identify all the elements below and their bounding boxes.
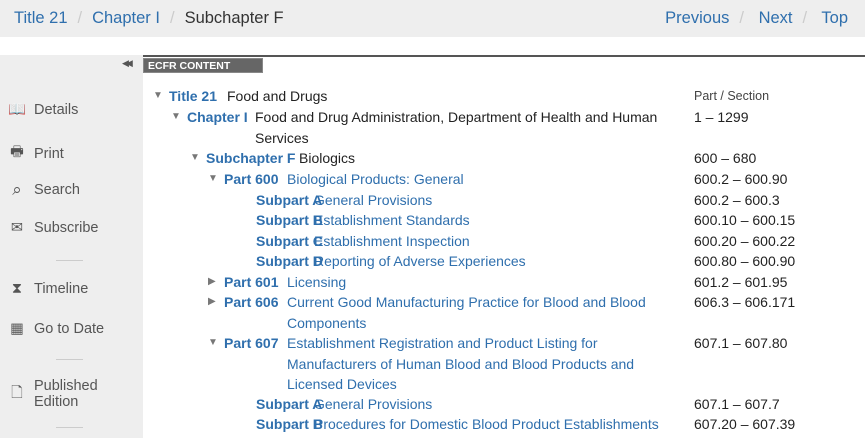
toc-description: Biologics: [299, 150, 356, 166]
toc-description[interactable]: General Provisions: [314, 396, 433, 412]
toc-range: 600.20 – 600.22: [694, 233, 796, 249]
nav-separator: /: [739, 9, 744, 27]
toc-range: 1 – 1299: [694, 109, 749, 125]
toc-label[interactable]: Subpart A: [256, 396, 323, 412]
range-header: Part / Section: [694, 89, 770, 103]
toc-label[interactable]: Subpart D: [256, 253, 323, 269]
toc-label[interactable]: Part 606: [224, 294, 279, 310]
expand-down-icon[interactable]: ▼: [153, 90, 163, 101]
toc-label[interactable]: Part 601: [224, 274, 279, 290]
toc-label[interactable]: Subpart C: [256, 233, 323, 249]
sidebar-divider: [56, 260, 83, 261]
toc-label[interactable]: Subchapter F: [206, 150, 296, 166]
sidebar-divider: [56, 427, 83, 428]
toc-description[interactable]: Licensing: [287, 274, 347, 290]
sidebar-divider: [56, 359, 83, 360]
toc-label[interactable]: Part 600: [224, 171, 279, 187]
toc-range: 600.2 – 600.3: [694, 192, 780, 208]
toc-range: 607.1 – 607.80: [694, 335, 788, 351]
toc-description[interactable]: Biological Products: General: [287, 171, 464, 187]
collapsed-right-icon[interactable]: ▶: [208, 296, 216, 307]
toc-description[interactable]: Procedures for Domestic Blood Product Es…: [314, 416, 659, 432]
sidebar-item-label: Published Edition: [34, 378, 98, 410]
sidebar-item-details[interactable]: 📖 Details: [7, 101, 79, 119]
book-icon: 📖: [7, 102, 27, 118]
toc-description[interactable]: Establishment Inspection: [314, 233, 470, 249]
sidebar-item-subscribe[interactable]: ✉ Subscribe: [7, 220, 99, 236]
toc-label[interactable]: Subpart B: [256, 416, 323, 432]
toc-description: Food and Drug Administration, Department…: [255, 109, 658, 146]
breadcrumb-chapter-i[interactable]: Chapter I: [92, 9, 160, 27]
sidebar-item-label: Go to Date: [34, 321, 105, 337]
breadcrumb-title-21[interactable]: Title 21: [14, 9, 68, 27]
expand-down-icon[interactable]: ▼: [171, 111, 181, 122]
toc-range: 606.3 – 606.171: [694, 294, 796, 310]
breadcrumb-current: Subchapter F: [184, 9, 284, 27]
toc-description[interactable]: Establishment Standards: [314, 212, 470, 228]
sidebar-item-print[interactable]: 🖶 Print: [7, 141, 64, 166]
toc-range: 607.1 – 607.7: [694, 396, 780, 412]
sidebar-item-label: Search: [34, 182, 80, 198]
page-nav: Previous / Next / Top: [665, 9, 848, 28]
breadcrumb-bar: Title 21 / Chapter I / Subchapter F Previo…: [0, 0, 865, 37]
hourglass-icon: ⧗: [11, 281, 23, 297]
breadcrumb-separator: /: [77, 9, 83, 27]
toc-range: 600.80 – 600.90: [694, 253, 796, 269]
toc-description[interactable]: General Provisions: [314, 192, 433, 208]
expand-down-icon[interactable]: ▼: [208, 337, 218, 348]
ecfr-content: ECFR CONTENT Part / Section ▼ Title 21 Foo…: [143, 55, 865, 438]
breadcrumb-separator: /: [169, 9, 175, 27]
toc-label[interactable]: Chapter I: [187, 109, 248, 125]
toc-label[interactable]: Subpart B: [256, 212, 323, 228]
calendar-icon: ▦: [10, 321, 24, 337]
search-icon: ⌕: [12, 180, 22, 199]
sidebar-item-label: Subscribe: [34, 220, 99, 236]
toc-range: 607.20 – 607.39: [694, 416, 796, 432]
expand-down-icon[interactable]: ▼: [190, 152, 200, 163]
top-link[interactable]: Top: [821, 9, 848, 27]
toc-description: Food and Drugs: [227, 88, 328, 104]
content-tab: ECFR CONTENT: [143, 58, 263, 73]
sidebar-item-published-edition[interactable]: 🗋 Published Edition: [7, 378, 114, 410]
breadcrumb: Title 21 / Chapter I / Subchapter F: [14, 9, 284, 28]
sidebar-item-label: Timeline: [34, 281, 89, 297]
toc-description[interactable]: Current Good Manufacturing Practice for …: [287, 294, 646, 331]
toc-description[interactable]: Establishment Registration and Product L…: [287, 335, 635, 392]
next-link[interactable]: Next: [758, 9, 793, 27]
sidebar: ◀◀ 📖 Details 🖶 Print ⌕ Search ✉ Subscribe ⧗ T…: [0, 55, 143, 438]
nav-separator: /: [802, 9, 808, 27]
previous-link[interactable]: Previous: [665, 9, 730, 27]
toc-range: 600.10 – 600.15: [694, 212, 796, 228]
collapse-sidebar-icon[interactable]: ◀◀: [122, 58, 133, 68]
expand-down-icon[interactable]: ▼: [208, 173, 218, 184]
collapsed-right-icon[interactable]: ▶: [208, 276, 216, 287]
toc-label[interactable]: Subpart A: [256, 192, 323, 208]
sidebar-item-label: Details: [34, 101, 79, 118]
sidebar-item-label: Print: [34, 145, 64, 162]
toc-range: 600 – 680: [694, 150, 757, 166]
toc-label[interactable]: Part 607: [224, 335, 279, 351]
content-top-rule: [143, 55, 865, 57]
printer-icon: 🖶: [10, 144, 24, 160]
envelope-icon: ✉: [10, 220, 24, 236]
sidebar-item-go-to-date[interactable]: ▦ Go to Date: [7, 321, 104, 337]
sidebar-item-search[interactable]: ⌕ Search: [7, 180, 80, 200]
toc-description[interactable]: Reporting of Adverse Experiences: [314, 253, 526, 269]
toc-range: 601.2 – 601.95: [694, 274, 788, 290]
toc-range: 600.2 – 600.90: [694, 171, 788, 187]
sidebar-item-timeline[interactable]: ⧗ Timeline: [7, 281, 88, 297]
toc-label[interactable]: Title 21: [169, 88, 217, 104]
document-icon: 🗋: [11, 384, 23, 401]
